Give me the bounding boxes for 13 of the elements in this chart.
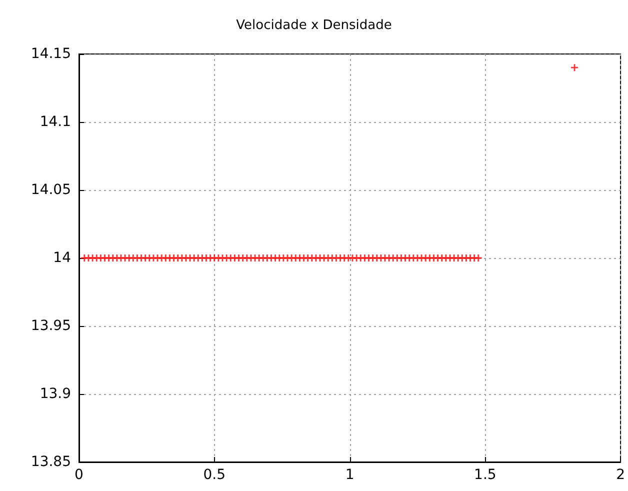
x-tick-label: 1 — [345, 467, 354, 483]
y-tick-label: 14.05 — [30, 182, 71, 198]
y-tick-label: 14.15 — [30, 46, 71, 62]
x-tick-label: 0 — [74, 467, 84, 483]
y-tick-label: 13.95 — [30, 318, 71, 334]
y-tick-label: 13.9 — [40, 386, 71, 402]
x-tick-label: 1.5 — [474, 467, 496, 483]
x-tick-label: 0.5 — [203, 467, 226, 483]
x-tick-label: 2 — [616, 467, 626, 483]
y-tick-label: 14.1 — [40, 114, 71, 130]
chart-title: Velocidade x Densidade — [236, 18, 392, 33]
y-tick-label: 13.85 — [30, 454, 71, 470]
y-tick-label: 14 — [53, 250, 72, 266]
